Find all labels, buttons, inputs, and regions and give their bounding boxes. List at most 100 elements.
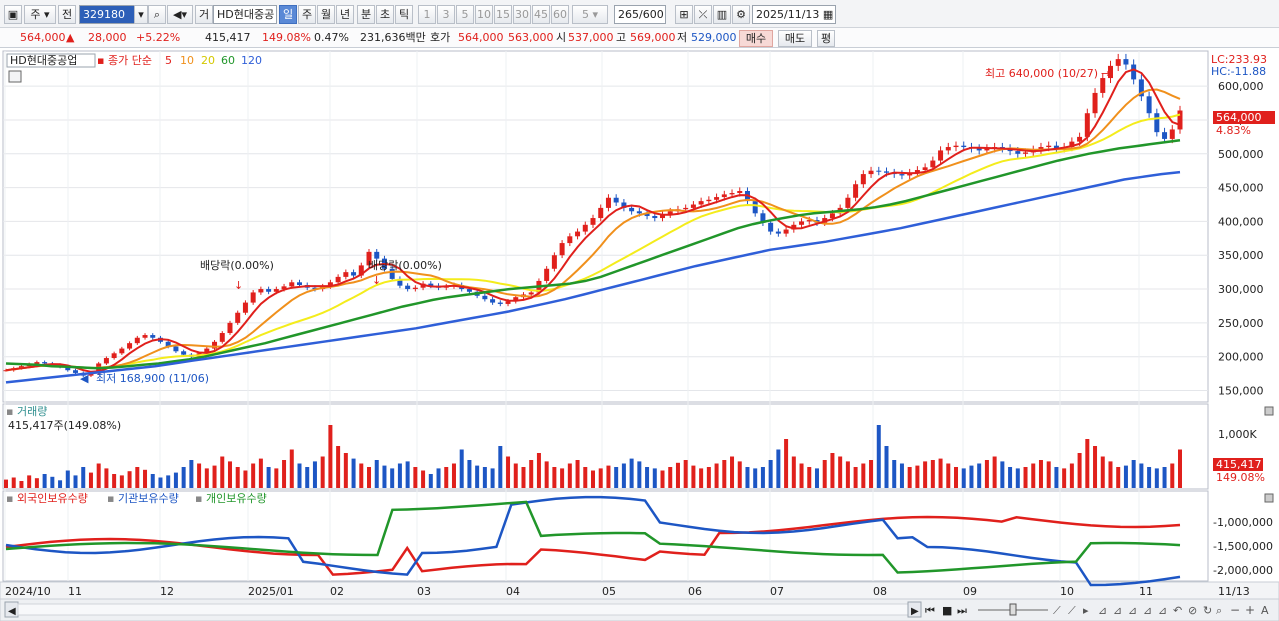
volume-bar [444, 467, 449, 488]
volume-panel-close-icon[interactable] [1264, 406, 1274, 416]
prev-button[interactable]: 전 [58, 5, 76, 24]
tool-icon-3[interactable]: ▸ [1083, 604, 1089, 617]
interval-30[interactable]: 30 [513, 5, 531, 24]
zoom-search-icon[interactable]: ⌕ [1216, 604, 1222, 617]
refresh-icon[interactable]: ↻ [1203, 604, 1212, 617]
period-select[interactable]: 주 ▾ [24, 5, 56, 24]
scroll-track[interactable] [17, 603, 909, 616]
candle-body [258, 289, 264, 293]
volume-bar [413, 467, 418, 488]
tool-icon-8[interactable]: ⊿ [1158, 604, 1167, 617]
candle-body [544, 268, 550, 281]
search-icon[interactable]: ⌕ [148, 5, 166, 24]
candle-body [605, 197, 611, 208]
interval-10[interactable]: 10 [475, 5, 493, 24]
reset-icon[interactable]: ⊘ [1188, 604, 1197, 617]
tab-day[interactable]: 일 [279, 5, 297, 24]
volume-bar [1147, 467, 1152, 488]
scroll-right-icon: ▶ [911, 606, 919, 617]
stop-icon[interactable]: ■ [942, 604, 952, 617]
candle-body [914, 170, 920, 173]
institution-holdings-line [5, 495, 1181, 587]
date-input[interactable]: 2025/11/13 ▦ [752, 5, 836, 24]
interval-60[interactable]: 60 [551, 5, 569, 24]
volume-bar [946, 463, 951, 488]
gear-icon[interactable]: ⚙ [732, 5, 750, 24]
rewind-icon[interactable]: ⏮ [925, 604, 935, 617]
volume-bar [482, 467, 487, 488]
scroll-right-button[interactable] [907, 601, 922, 618]
stock-chart[interactable]: 600,000550,000500,000450,000400,000350,0… [0, 49, 1279, 621]
ask-price: 564,000 [458, 31, 504, 44]
candle-body [235, 312, 241, 323]
tool-icon-2[interactable]: ⟋ [1068, 604, 1076, 617]
tool-icon-1[interactable]: ⟋ [1053, 604, 1061, 617]
compare-icon[interactable]: ▥ [713, 5, 731, 24]
volume-bar [212, 465, 217, 488]
tool-icon-7[interactable]: ⊿ [1143, 604, 1152, 617]
volume-bar [88, 472, 93, 488]
candle-body [714, 197, 720, 200]
price-axis-label: 300,000 [1218, 283, 1264, 296]
legend-ma5: 5 [165, 54, 172, 67]
candle-body [783, 229, 789, 234]
count-input[interactable]: 265/600 [614, 5, 666, 24]
tab-week[interactable]: 주 [298, 5, 316, 24]
volume-bar [1062, 468, 1067, 488]
undo-icon[interactable]: ↶ [1173, 604, 1182, 617]
tab-year[interactable]: 년 [336, 5, 354, 24]
candle-body [142, 335, 148, 338]
code-dropdown-icon[interactable]: ▾ [134, 5, 148, 24]
speaker-icon[interactable]: ◀▾ [167, 5, 193, 24]
volume-bar [591, 470, 595, 488]
window-icon[interactable]: ▣ [4, 5, 22, 24]
volume-bar [529, 460, 534, 488]
interval-1[interactable]: 1 [418, 5, 436, 24]
calendar-icon[interactable]: ▦ [822, 8, 834, 21]
interval-3[interactable]: 3 [437, 5, 455, 24]
interval-45[interactable]: 45 [532, 5, 550, 24]
holdings-legend-icon-3: ▪ [195, 492, 202, 505]
candle-body [690, 204, 696, 208]
tool-icon-5[interactable]: ⊿ [1113, 604, 1122, 617]
holdings-panel-close-icon[interactable] [1264, 493, 1274, 503]
volume-axis-label: 1,000K [1218, 428, 1257, 441]
interval-select[interactable]: 5 ▾ [572, 5, 608, 24]
volume-bar [34, 478, 39, 488]
volume-bar [992, 456, 997, 488]
stock-code-input[interactable]: 329180 [79, 5, 135, 24]
interval-select-value: 5 [581, 8, 589, 21]
chart-type-icon[interactable]: ⊞ [675, 5, 693, 24]
interval-5[interactable]: 5 [456, 5, 474, 24]
candle-body [938, 150, 944, 161]
average-button[interactable]: 평 [817, 30, 835, 47]
table-icon[interactable] [8, 70, 22, 83]
volume-bar [521, 467, 526, 488]
candle-body [698, 201, 704, 205]
volume-bar [621, 463, 626, 488]
tool-icon-6[interactable]: ⊿ [1128, 604, 1137, 617]
tab-month[interactable]: 월 [317, 5, 335, 24]
interval-15[interactable]: 15 [494, 5, 512, 24]
tab-tick[interactable]: 틱 [395, 5, 413, 24]
candle-body [984, 148, 990, 151]
candle-body [590, 218, 596, 225]
zoom-out-icon[interactable]: − [1230, 603, 1240, 617]
stock-name-field: HD현대중공 [213, 5, 277, 24]
holdings-legend-icon-2: ▪ [107, 492, 114, 505]
change-amount: 28,000 [88, 31, 127, 44]
crosshair-icon[interactable]: ⤫ [694, 5, 712, 24]
zoom-slider-thumb[interactable] [1009, 603, 1017, 616]
sell-button[interactable]: 매도 [778, 30, 812, 47]
tool-icon-4[interactable]: ⊿ [1098, 604, 1107, 617]
price-axis-label: 150,000 [1218, 385, 1264, 398]
zoom-in-icon[interactable]: + [1245, 603, 1255, 617]
buy-button[interactable]: 매수 [739, 30, 773, 47]
play-icon[interactable]: ⏭ [957, 604, 967, 617]
volume-bar [853, 467, 858, 488]
chart-area[interactable]: 600,000550,000500,000450,000400,000350,0… [0, 49, 1279, 621]
font-size-icon[interactable]: A [1261, 604, 1269, 617]
tab-second[interactable]: 초 [376, 5, 394, 24]
tab-minute[interactable]: 분 [357, 5, 375, 24]
trade-button[interactable]: 거 [195, 5, 213, 24]
